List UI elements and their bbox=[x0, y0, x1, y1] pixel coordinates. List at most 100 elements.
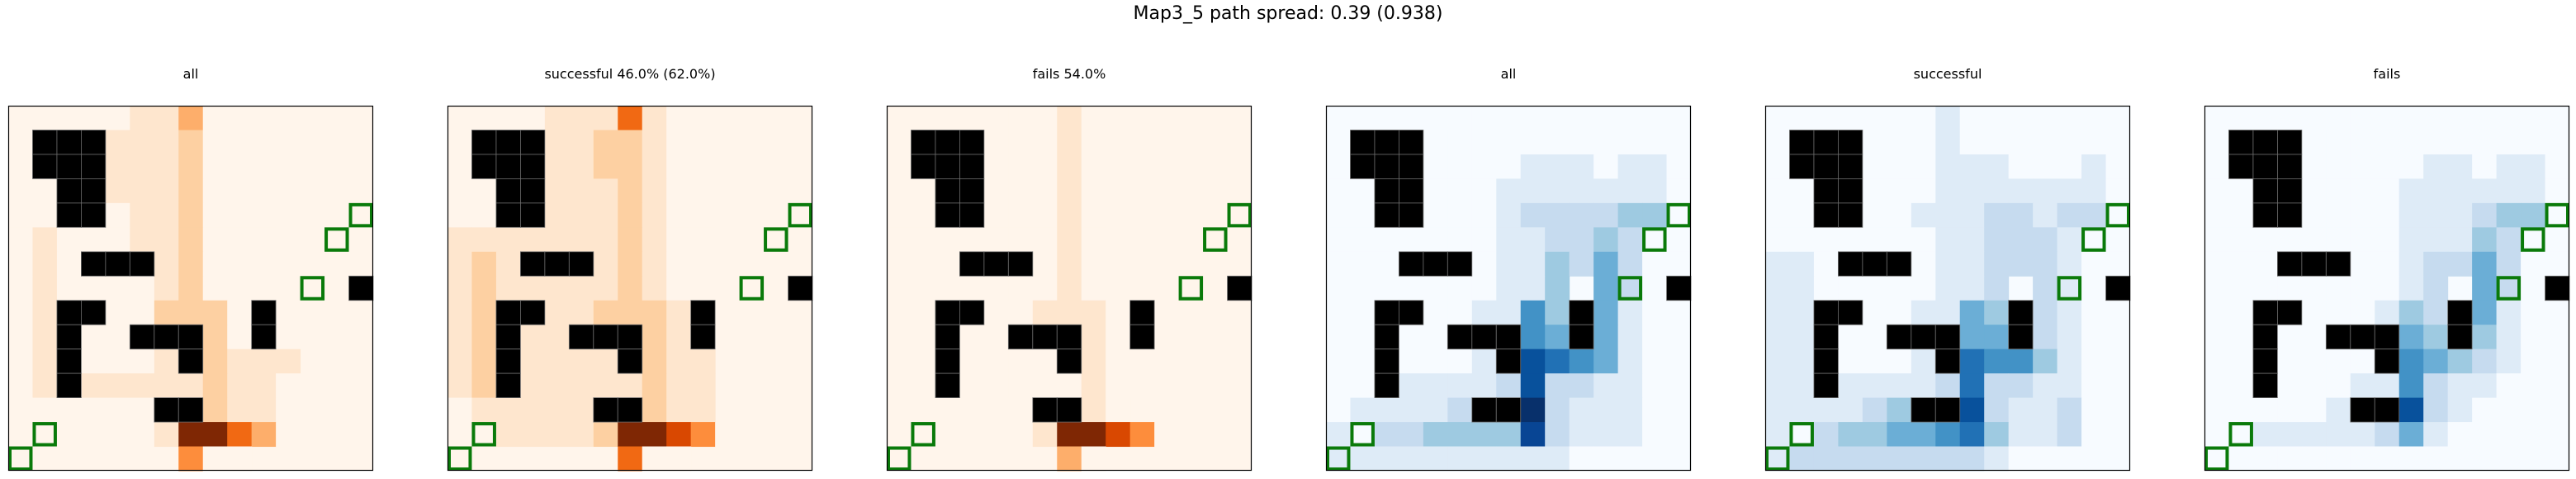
wall-cell bbox=[1471, 397, 1497, 423]
heat-cell bbox=[2057, 300, 2082, 325]
wall-cell bbox=[1495, 397, 1522, 423]
heat-cell bbox=[1008, 130, 1034, 155]
heat-cell bbox=[666, 106, 692, 130]
heat-cell bbox=[105, 154, 130, 179]
heat-cell bbox=[1593, 178, 1619, 204]
wall-cell bbox=[1862, 251, 1887, 277]
heat-cell bbox=[2398, 446, 2424, 472]
heat-cell bbox=[1471, 178, 1497, 204]
heat-cell bbox=[2375, 446, 2400, 472]
heat-cell bbox=[1326, 373, 1351, 399]
heat-cell bbox=[2447, 251, 2473, 277]
heat-cell bbox=[2398, 202, 2424, 228]
wall-cell bbox=[1374, 130, 1399, 155]
heat-cell bbox=[593, 300, 618, 325]
heat-cell bbox=[911, 349, 936, 374]
heat-cell bbox=[251, 373, 277, 399]
heat-cell bbox=[1057, 178, 1082, 204]
heat-cell bbox=[1471, 349, 1497, 374]
heat-cell bbox=[2521, 106, 2546, 130]
heat-cell bbox=[2423, 300, 2449, 325]
heat-cell bbox=[1520, 154, 1546, 179]
heat-cell bbox=[130, 349, 155, 374]
heat-cell bbox=[2105, 300, 2131, 325]
heat-cell bbox=[1350, 276, 1376, 301]
heat-cell bbox=[618, 227, 643, 253]
heat-cell bbox=[1423, 154, 1448, 179]
heat-cell bbox=[1617, 202, 1643, 228]
heat-cell bbox=[1569, 106, 1594, 130]
heat-cell bbox=[471, 227, 497, 253]
heat-cell bbox=[1350, 227, 1376, 253]
heat-cell bbox=[2081, 276, 2107, 301]
heat-cell bbox=[2301, 325, 2327, 350]
heat-cell bbox=[1399, 397, 1424, 423]
wall-cell bbox=[2350, 324, 2375, 350]
heat-cell bbox=[1423, 178, 1448, 204]
heat-cell bbox=[911, 300, 936, 325]
wall-cell bbox=[935, 372, 960, 398]
heat-cell bbox=[1545, 154, 1570, 179]
heatmap-blues bbox=[1325, 105, 1692, 472]
heat-cell bbox=[2301, 227, 2327, 253]
heat-cell bbox=[447, 300, 472, 325]
heat-cell bbox=[1959, 251, 1985, 277]
heat-cell bbox=[666, 373, 692, 399]
heat-cell bbox=[8, 276, 33, 301]
wall-cell bbox=[2008, 324, 2034, 350]
wall-cell bbox=[935, 349, 960, 374]
heat-cell bbox=[2081, 373, 2107, 399]
heat-cell bbox=[1666, 349, 1692, 374]
heat-cell bbox=[1984, 300, 2010, 325]
wall-cell bbox=[2374, 349, 2400, 374]
heat-cell bbox=[1959, 446, 1985, 472]
heat-cell bbox=[1520, 373, 1546, 399]
heat-cell bbox=[251, 227, 277, 253]
heat-cell bbox=[202, 130, 228, 155]
wall-cell bbox=[1813, 154, 1839, 179]
wall-cell bbox=[1813, 372, 1839, 398]
heat-cell bbox=[32, 227, 58, 253]
heat-cell bbox=[1447, 227, 1473, 253]
heat-cell bbox=[1593, 106, 1619, 130]
heat-cell bbox=[1496, 154, 1522, 179]
heat-cell bbox=[2057, 373, 2082, 399]
panel-frame bbox=[1325, 105, 1692, 472]
heat-cell bbox=[1593, 422, 1619, 448]
heat-cell bbox=[2496, 300, 2522, 325]
wall-cell bbox=[1227, 275, 1252, 301]
heat-cell bbox=[2545, 227, 2570, 253]
wall-cell bbox=[81, 130, 107, 155]
heat-cell bbox=[1593, 446, 1619, 472]
heat-cell bbox=[105, 130, 130, 155]
goal-cell bbox=[471, 422, 496, 447]
wall-cell bbox=[1911, 397, 1936, 423]
wall-cell bbox=[935, 202, 960, 228]
heat-cell bbox=[1496, 422, 1522, 448]
heat-cell bbox=[1374, 276, 1399, 301]
heat-cell bbox=[447, 154, 472, 179]
heat-cell bbox=[593, 276, 618, 301]
heat-cell bbox=[105, 202, 130, 228]
heat-cell bbox=[520, 397, 546, 423]
heat-cell bbox=[154, 251, 179, 277]
goal-cell bbox=[1178, 276, 1204, 301]
heat-cell bbox=[2521, 154, 2546, 179]
heat-cell bbox=[1496, 130, 1522, 155]
heat-cell bbox=[983, 202, 1009, 228]
wall-cell bbox=[983, 251, 1009, 277]
heat-cell bbox=[911, 325, 936, 350]
heat-cell bbox=[8, 422, 33, 448]
heat-cell bbox=[2496, 349, 2522, 374]
heat-cell bbox=[2375, 251, 2400, 277]
heat-cell bbox=[2008, 154, 2034, 179]
heat-cell bbox=[447, 373, 472, 399]
wall-cell bbox=[1934, 324, 1961, 350]
heat-cell bbox=[447, 422, 472, 448]
heat-cell bbox=[1154, 422, 1180, 448]
heat-cell bbox=[2081, 349, 2107, 374]
heat-cell bbox=[1617, 422, 1643, 448]
heat-cell bbox=[178, 446, 204, 472]
heat-cell bbox=[2081, 300, 2107, 325]
wall-cell bbox=[1934, 397, 1961, 423]
